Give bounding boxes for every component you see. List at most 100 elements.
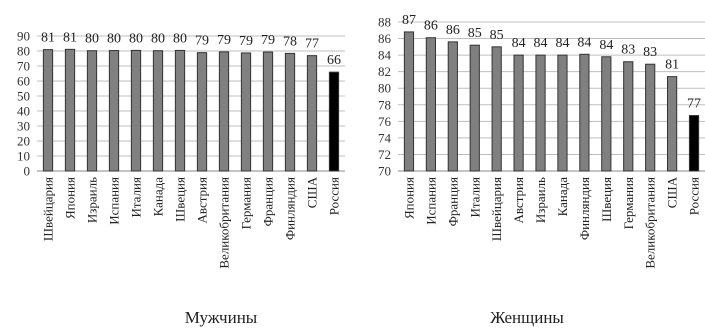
data-label: 87: [402, 13, 416, 28]
bar: [196, 52, 208, 172]
bar: [174, 49, 186, 172]
data-label: 80: [107, 32, 121, 47]
data-label: 78: [283, 34, 297, 49]
category-label: Япония: [401, 177, 416, 219]
chart-caption: Женщины: [490, 308, 564, 327]
bar: [403, 31, 415, 172]
data-label: 79: [217, 33, 231, 48]
category-label: Италия: [467, 177, 482, 218]
category-label: Япония: [63, 177, 78, 219]
data-label: 84: [512, 36, 526, 51]
category-label: Россия: [687, 177, 702, 215]
category-label: Финляндия: [283, 177, 298, 240]
data-label: 83: [643, 45, 657, 60]
chart-caption: Мужчины: [185, 308, 258, 327]
bar: [579, 53, 590, 172]
category-label: Израиль: [85, 177, 100, 223]
category-label: США: [305, 176, 320, 208]
bar: [513, 54, 524, 172]
bar: [688, 115, 700, 172]
data-label: 66: [327, 53, 341, 68]
data-label: 80: [85, 32, 99, 47]
data-label: 84: [577, 35, 591, 50]
y-tick-label: 72: [378, 147, 391, 162]
y-tick-label: 84: [378, 48, 392, 63]
y-tick-label: 60: [17, 74, 30, 89]
bar: [447, 41, 458, 172]
y-tick-label: 88: [378, 15, 391, 30]
data-label: 80: [173, 31, 187, 46]
data-label: 81: [665, 58, 679, 73]
bar: [469, 44, 480, 172]
category-label: США: [665, 176, 680, 208]
category-label: Германия: [621, 177, 636, 229]
bar: [557, 54, 568, 172]
bar: [130, 49, 142, 172]
bar: [218, 51, 230, 172]
data-label: 85: [468, 26, 482, 41]
bar: [240, 52, 252, 172]
data-label: 81: [41, 31, 55, 46]
y-tick-label: 86: [378, 31, 392, 46]
category-label: Франция: [445, 177, 460, 226]
y-tick-label: 50: [17, 89, 30, 104]
y-tick-label: 10: [17, 149, 30, 164]
data-label: 77: [687, 97, 701, 112]
category-label: Австрия: [511, 177, 526, 224]
y-tick-label: 82: [378, 64, 391, 79]
bar: [64, 48, 76, 172]
y-tick-label: 78: [378, 97, 391, 112]
data-label: 86: [424, 19, 438, 34]
category-label: Италия: [129, 177, 144, 218]
bar: [152, 50, 164, 172]
bar: [108, 50, 120, 172]
data-label: 86: [446, 23, 460, 38]
category-label: Швеция: [173, 177, 188, 222]
bar: [328, 71, 340, 172]
y-tick-label: 80: [378, 81, 391, 96]
bar: [86, 50, 98, 172]
category-label: Испания: [423, 177, 438, 225]
bar: [491, 46, 502, 172]
category-label: Франция: [261, 177, 276, 226]
bar: [42, 49, 54, 172]
category-label: Германия: [239, 177, 254, 229]
category-label: Израиль: [533, 177, 548, 223]
category-label: Швейцария: [489, 177, 504, 241]
bar: [667, 76, 678, 172]
data-label: 79: [195, 34, 209, 49]
bar: [306, 55, 318, 172]
data-label: 79: [239, 34, 253, 49]
data-label: 80: [129, 31, 143, 46]
bar: [645, 63, 656, 172]
category-label: Великобритания: [643, 177, 658, 269]
data-label: 84: [555, 36, 569, 51]
bar: [623, 61, 634, 172]
category-label: Швейцария: [41, 177, 56, 241]
bar: [262, 51, 274, 172]
category-label: Швеция: [599, 177, 614, 222]
y-tick-label: 76: [378, 114, 392, 129]
bar: [535, 54, 546, 172]
category-label: Великобритания: [217, 177, 232, 269]
y-tick-label: 30: [17, 119, 30, 134]
data-label: 80: [151, 32, 165, 47]
y-tick-label: 80: [17, 44, 30, 59]
y-tick-label: 20: [17, 134, 30, 149]
bar: [601, 56, 612, 172]
category-label: Испания: [107, 177, 122, 225]
data-label: 84: [599, 38, 613, 53]
y-tick-label: 0: [24, 164, 31, 179]
data-label: 85: [490, 28, 504, 43]
category-label: Россия: [327, 177, 342, 215]
y-tick-label: 90: [17, 29, 30, 44]
data-label: 79: [261, 33, 275, 48]
data-label: 83: [621, 43, 635, 58]
data-label: 81: [63, 30, 77, 45]
category-label: Канада: [151, 177, 166, 217]
data-label: 77: [305, 37, 319, 52]
category-label: Финляндия: [577, 177, 592, 240]
